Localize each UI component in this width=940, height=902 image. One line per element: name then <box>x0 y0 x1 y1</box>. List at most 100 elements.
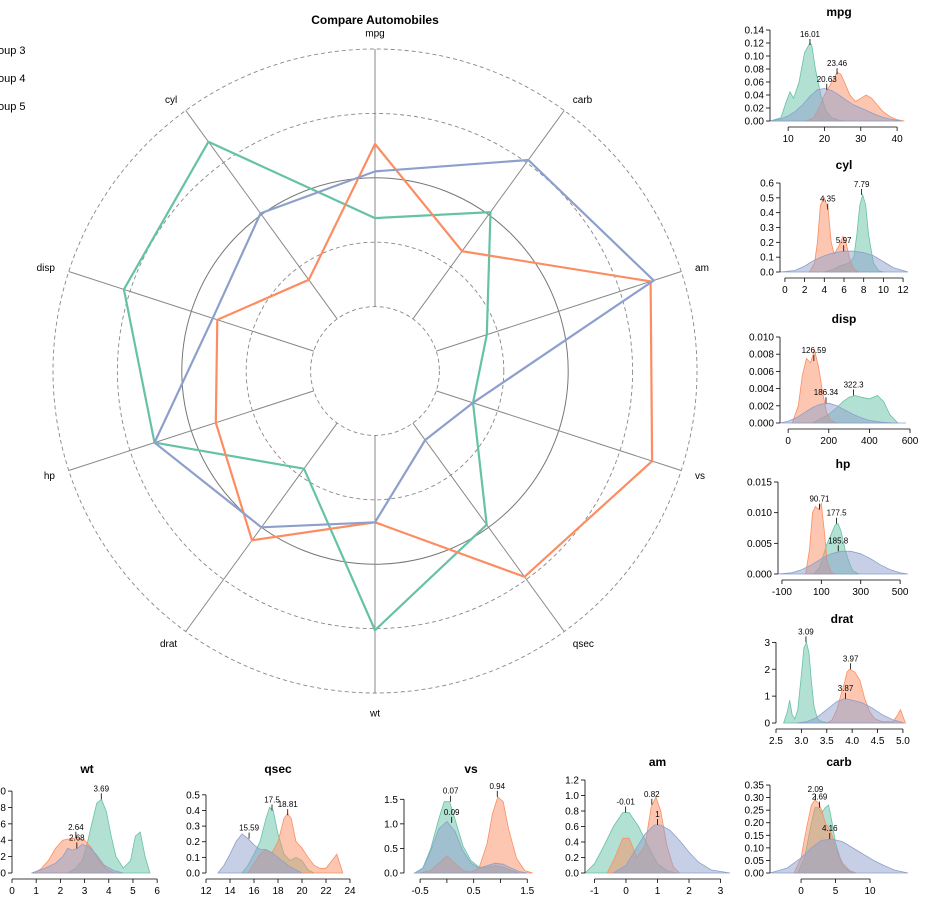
density-disp-g5 <box>779 402 906 424</box>
x-tick-label-qsec-3: 18 <box>272 886 284 897</box>
panel-title-qsec: qsec <box>264 762 292 776</box>
x-tick-label-wt-2: 2 <box>58 886 64 897</box>
y-tick-label-hp-0: 0.000 <box>747 570 772 581</box>
y-tick-label-am-0: 0.0 <box>565 869 579 880</box>
marker-label-cyl-g3: 7.79 <box>854 180 870 189</box>
marker-label-mpg-g3: 16.01 <box>800 30 821 39</box>
y-tick-label-mpg-0: 0.00 <box>745 117 765 128</box>
x-tick-label-wt-5: 5 <box>130 886 136 897</box>
y-tick-label-carb-7: 0.35 <box>745 781 765 792</box>
panel-cyl: cyl 4.35 7.79 5.97 0.0 0.1 0.2 0.3 0.4 0.5 0.6 0 2 4 6… <box>760 158 909 296</box>
y-tick-label-am-1: 0.2 <box>565 853 579 864</box>
x-tick-label-disp-3: 600 <box>902 436 919 447</box>
marker-label-carb-g4: 2.09 <box>808 785 824 794</box>
y-tick-label-disp-1: 0.002 <box>749 401 774 412</box>
x-tick-label-cyl-4: 8 <box>861 285 867 296</box>
y-tick-label-wt-5: 1.0 <box>0 787 6 798</box>
y-tick-label-disp-3: 0.006 <box>749 367 774 378</box>
x-tick-label-qsec-1: 14 <box>224 886 236 897</box>
panel-qsec: qsec 17.518.81 15.59 0.0 0.1 0.2 0.3 0.4 0.5 12 14… <box>186 762 356 897</box>
marker-label-mpg-g4: 23.46 <box>827 59 848 68</box>
marker-label-wt-g4: 2.64 <box>68 823 84 832</box>
panel-hp: hp 90.71 177.5 185.8 0.000 0.005 0.010 0.015 -10… <box>747 457 909 598</box>
x-tick-label-drat-2: 3.5 <box>820 736 834 747</box>
y-tick-label-am-5: 1.0 <box>565 791 579 802</box>
y-tick-label-am-6: 1.2 <box>565 776 579 787</box>
y-tick-label-mpg-7: 0.14 <box>745 26 765 37</box>
y-tick-label-mpg-6: 0.12 <box>745 39 765 50</box>
x-tick-label-drat-3: 4.0 <box>845 736 859 747</box>
marker-label-cyl-g5: 5.97 <box>836 236 852 245</box>
y-tick-label-cyl-6: 0.6 <box>760 179 774 190</box>
x-tick-label-disp-0: 0 <box>785 436 791 447</box>
y-tick-label-vs-0: 0.0 <box>384 869 398 880</box>
y-tick-label-disp-2: 0.004 <box>749 384 774 395</box>
marker-label-wt-g5: 2.68 <box>69 833 85 842</box>
panel-title-carb: carb <box>826 755 851 769</box>
x-tick-label-wt-4: 4 <box>106 886 112 897</box>
y-tick-label-wt-1: 0.2 <box>0 852 6 863</box>
x-tick-label-hp-0: -100 <box>772 587 792 598</box>
panel-mpg: mpg 16.01 23.46 20.63 0.00 0.02 0.04 0.06 0.08 0.… <box>745 5 905 145</box>
marker-label-wt-g3: 3.69 <box>93 784 109 793</box>
panel-am: am -0.01 0.82 1 0.0 0.2 0.4 0.6 0.8 1.0 1.2 -1 0 1 2 3 <box>565 755 731 897</box>
density-vs-g5 <box>413 820 528 874</box>
panel-title-cyl: cyl <box>836 158 853 172</box>
y-tick-label-carb-4: 0.20 <box>745 818 765 829</box>
marker-label-qsec-g4: 18.81 <box>278 800 299 809</box>
marker-label-hp-g5: 185.8 <box>828 536 849 545</box>
marker-label-hp-g4: 90.71 <box>809 495 830 504</box>
panel-title-am: am <box>649 755 666 769</box>
radar-spoke-carb <box>412 110 565 320</box>
panel-drat: drat 3.09 3.97 3.87 0 1 2 3 2.5 3.0 3.5 4.0 4.5 5.0 <box>764 612 910 747</box>
radar-axis-label-hp: hp <box>44 471 56 482</box>
radar-spoke-am <box>436 271 682 352</box>
marker-label-disp-g5: 186.34 <box>814 388 839 397</box>
x-tick-label-cyl-5: 10 <box>878 285 890 296</box>
x-tick-label-wt-1: 1 <box>33 886 39 897</box>
y-tick-label-mpg-1: 0.02 <box>745 104 765 115</box>
x-tick-label-mpg-1: 20 <box>819 134 831 145</box>
radar-spoke-vs <box>436 390 682 471</box>
x-tick-label-wt-0: 0 <box>9 886 15 897</box>
y-tick-label-disp-0: 0.000 <box>749 419 774 430</box>
x-tick-label-carb-0: 0 <box>798 886 804 897</box>
y-tick-label-qsec-1: 0.1 <box>186 853 200 864</box>
marker-label-vs-g5: 0.09 <box>444 808 460 817</box>
density-am-g5 <box>611 824 731 874</box>
radar-axis-label-qsec: qsec <box>573 639 594 650</box>
marker-label-disp-g3: 322.3 <box>844 380 865 389</box>
density-mpg-g5 <box>769 88 901 122</box>
x-tick-label-vs-2: 0.5 <box>467 886 481 897</box>
marker-label-mpg-g5: 20.63 <box>817 75 838 84</box>
y-tick-label-carb-0: 0.00 <box>745 869 765 880</box>
y-tick-label-mpg-5: 0.10 <box>745 52 765 63</box>
y-tick-label-wt-4: 0.8 <box>0 803 6 814</box>
radar-spoke-hp <box>68 390 314 471</box>
x-tick-label-cyl-1: 2 <box>802 285 808 296</box>
y-tick-label-vs-2: 1.0 <box>384 819 398 830</box>
radar-ring-1 <box>310 306 440 436</box>
y-tick-label-wt-0: 0.0 <box>0 869 6 880</box>
x-tick-label-qsec-0: 12 <box>200 886 212 897</box>
y-tick-label-am-3: 0.6 <box>565 822 579 833</box>
x-tick-label-carb-1: 5 <box>833 886 839 897</box>
radar-axis-label-mpg: mpg <box>365 29 384 40</box>
legend-entry-g4: oup 4 <box>0 73 26 85</box>
y-tick-label-carb-3: 0.15 <box>745 831 765 842</box>
radar-axis-label-drat: drat <box>160 639 177 650</box>
density-carb-g5 <box>769 838 909 874</box>
marker-label-disp-g4: 126.59 <box>802 346 827 355</box>
x-tick-label-drat-5: 5.0 <box>896 736 910 747</box>
density-panels: mpg 16.01 23.46 20.63 0.00 0.02 0.0 4 0.0 6 0.0 8 0.… <box>0 5 919 897</box>
x-tick-label-wt-6: 6 <box>154 886 160 897</box>
y-tick-label-qsec-3: 0.3 <box>186 822 200 833</box>
density-wt-g5 <box>31 843 124 874</box>
marker-label-qsec-g5: 15.59 <box>239 824 260 833</box>
x-tick-label-am-0: -1 <box>590 886 599 897</box>
x-tick-label-mpg-0: 10 <box>783 134 795 145</box>
x-tick-label-qsec-4: 20 <box>296 886 308 897</box>
x-tick-label-qsec-5: 22 <box>320 886 332 897</box>
x-tick-label-cyl-0: 0 <box>782 285 788 296</box>
